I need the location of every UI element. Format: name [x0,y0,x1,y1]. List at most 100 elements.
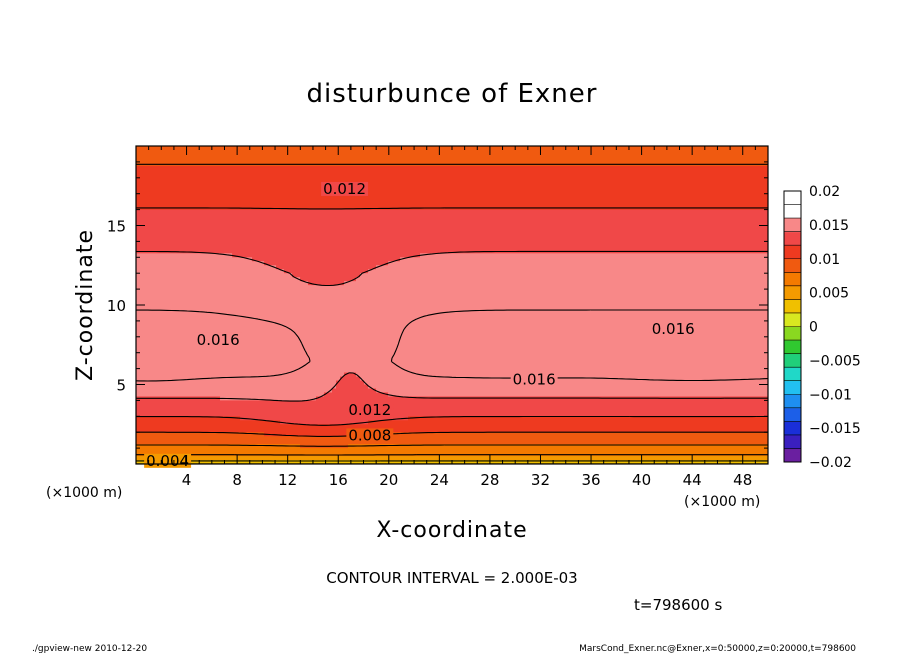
colorbar-band [784,326,801,341]
contour-band-cell [400,257,768,262]
contour-band-cell [136,392,325,398]
contour-label-bg [346,402,394,417]
contour-band-cell [252,257,401,262]
contour-line [136,250,768,402]
contour-line [136,207,768,426]
contour-band-cell [300,277,357,282]
contour-band-cell [308,281,345,286]
contour-band-cell [368,269,768,274]
contour-band-cell [136,253,233,258]
colorbar-band [784,299,801,314]
contour-band-cell [292,273,361,278]
colorbar-band [784,231,801,246]
colorbar-band [784,367,801,382]
y-tick-label: 10 [107,297,126,315]
y-axis-unit: (×1000 m) [46,485,122,501]
y-axis-label: Z-coordinate [73,229,98,381]
y-axis-ticks: 5 10 15 [107,161,768,449]
contour-label: 0.016 [197,331,240,349]
colorbar-band [784,434,801,449]
x-tick-label: 24 [430,471,449,489]
x-tick-label: 32 [531,471,550,489]
contour-band-cell [136,352,768,358]
contour-band-cell [136,261,265,266]
contour-label-bg [321,181,369,196]
contour-band-cell [136,412,768,417]
contour-labels: 0.012 0.016 0.016 0.016 0.012 0.008 0.004 [144,180,697,470]
colorbar-band [784,394,801,409]
contour-band-cell [344,372,357,378]
contour-band-cell [264,432,389,437]
contour-band-cell [136,173,768,179]
contour-label: 0.004 [146,452,189,470]
x-tick-label: 4 [182,471,192,489]
y-tick-label: 5 [116,377,126,395]
contour-band-cell [360,376,768,382]
plot-area [136,146,768,464]
colorbar-band [784,285,801,300]
colorbar-band [784,218,801,233]
contour-band-cell [136,372,345,378]
contour-band-cell [136,233,768,239]
x-axis-ticks: 4 8 12 16 20 24 28 32 36 40 44 48 [148,146,756,489]
contour-band-cell [136,229,768,235]
colorbar-label: 0.01 [809,252,840,268]
contour-band-cell [136,368,768,374]
colorbar-label: −0.02 [809,455,852,471]
contour-band-cell [136,273,293,278]
colorbar-label: 0.015 [809,218,849,234]
footer-right: MarsCond_Exner.nc@Exner,x=0:50000,z=0:20… [579,644,856,654]
colorbar-label: −0.01 [809,387,852,403]
contour-label-bg [194,332,242,347]
contour-band-cell [356,372,768,378]
contour-band-cell [364,380,768,386]
contour-band-cell [136,448,768,453]
colorbar-label: 0 [809,320,818,336]
x-tick-label: 28 [480,471,499,489]
contour-band-cell [136,424,768,429]
colorbar-band [784,407,801,422]
contour-band-cell [136,269,285,274]
contour-label-bg [510,372,558,387]
colorbar-band [784,421,801,436]
contour-band-cell [276,265,377,270]
colorbar-band [784,380,801,395]
colorbar: 0.02 0.015 0.01 0.005 0 −0.005 −0.01 −0.015 −0.0… [783,184,861,471]
contour-band-cell [264,261,389,266]
contour-band-cell [348,444,768,449]
contour-band-cell [136,404,768,409]
contour-line [136,444,768,447]
contour-band-cell [136,432,265,437]
colorbar-band [784,340,801,355]
colorbar-label: −0.005 [809,353,861,369]
contour-label: 0.012 [348,401,391,419]
contour-band-cell [136,301,768,306]
colorbar-label: 0.02 [809,184,840,200]
contour-band-cell [136,336,768,342]
contour-band-cell [136,177,768,183]
x-tick-label: 36 [581,471,600,489]
contour-band-cell [408,416,768,421]
contour-band-cell [136,436,768,441]
colorbar-band [784,353,801,368]
contour-band-cell [136,209,768,215]
contour-band-cell [136,197,768,203]
contour-band-cell [136,320,768,326]
footer-left: ./gpview-new 2010-12-20 [32,644,147,654]
contour-band-cell [284,269,369,274]
colorbar-band [784,245,801,260]
contour-band-cell [136,400,768,405]
contour-band-cell [136,225,768,231]
contour-band-cell [136,420,281,425]
contour-band-cell [136,440,768,445]
contour-band-cell [136,257,253,262]
contour-band-cell [388,261,768,266]
contour-band-cell [368,384,768,390]
contour-band-cell [136,340,768,346]
contour-band-cell [136,293,768,298]
contour-band-cell [136,356,768,362]
contour-band-cell [136,165,768,171]
contour-band-cell [136,416,241,421]
contour-band-cell [136,221,768,227]
